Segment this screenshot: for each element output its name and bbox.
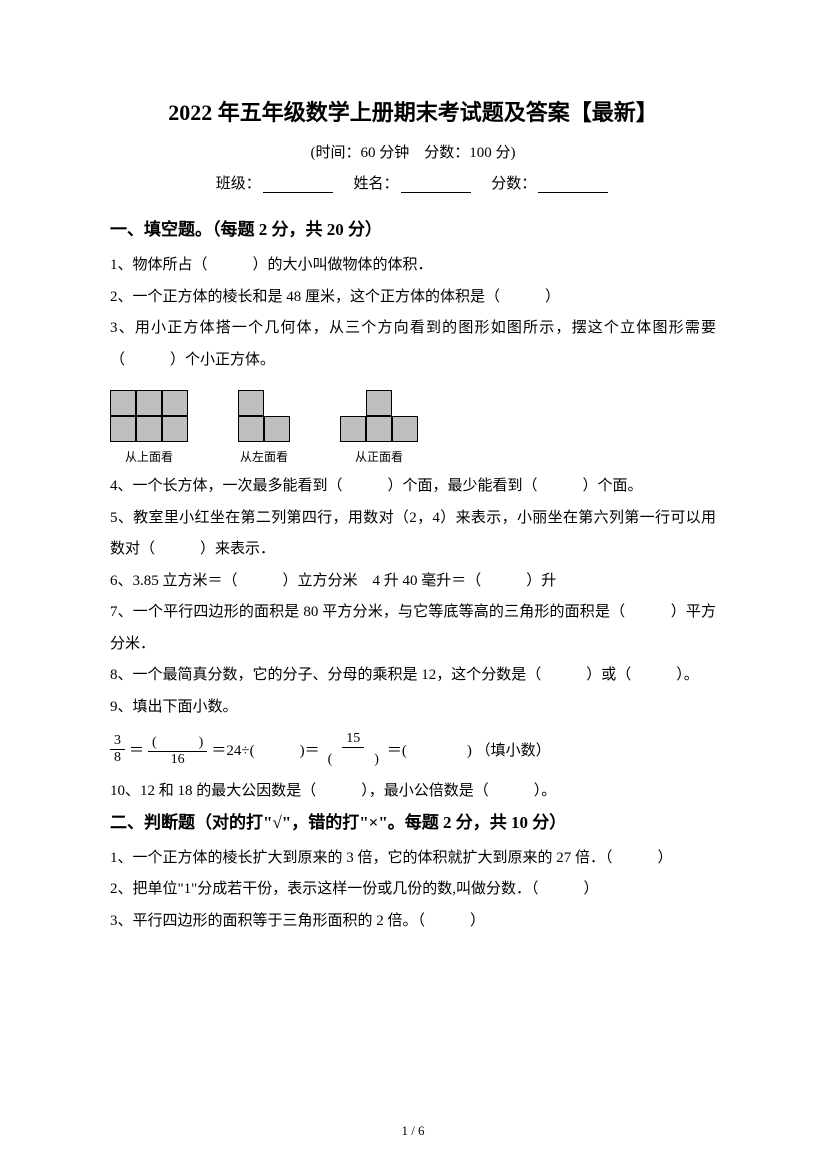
- section1-title: 一、填空题。（每题 2 分，共 20 分）: [110, 215, 716, 240]
- name-label: 姓名：: [353, 176, 398, 192]
- q2-2: 2、把单位"1"分成若干份，表示这样一份或几份的数,叫做分数．（ ）: [110, 874, 716, 906]
- q1-6: 6、3.85 立方米＝（ ）立方分米 4 升 40 毫升＝（ ）升: [110, 566, 716, 598]
- q1-9: 9、填出下面小数。: [110, 692, 716, 724]
- q1-8: 8、一个最简真分数，它的分子、分母的乘积是 12，这个分数是（ ）或（ ）。: [110, 660, 716, 692]
- fig-top-label: 从上面看: [125, 448, 173, 465]
- figure-left-view: 从左面看: [238, 390, 290, 465]
- frac-3-8: 3 8: [110, 733, 125, 766]
- frac3-num: 15: [342, 731, 364, 748]
- frac1-den: 8: [110, 750, 125, 766]
- name-blank[interactable]: [401, 177, 471, 193]
- frac1-num: 3: [110, 733, 125, 750]
- frac3-den: ( ): [324, 748, 383, 768]
- fig-front-label: 从正面看: [355, 448, 403, 465]
- exam-subtitle: (时间：60 分钟 分数：100 分): [110, 141, 716, 162]
- frac2-num: ( ): [148, 731, 207, 752]
- q1-5: 5、教室里小红坐在第二列第四行，用数对（2，4）来表示，小丽坐在第六列第一行可以…: [110, 503, 716, 566]
- q1-3: 3、用小正方体搭一个几何体，从三个方向看到的图形如图所示，摆这个立体图形需要（ …: [110, 313, 716, 376]
- q1-1: 1、物体所占（ ）的大小叫做物体的体积．: [110, 250, 716, 282]
- q1-10: 10、12 和 18 的最大公因数是（ ），最小公倍数是（ ）。: [110, 776, 716, 808]
- fig-top-grid: [110, 390, 188, 442]
- q1-9-formula: 3 8 ＝ ( ) 16 ＝24÷( )＝ 15 ( ) ＝( ) （填小数）: [110, 731, 716, 768]
- fig-left-label: 从左面看: [240, 448, 288, 465]
- score-blank[interactable]: [538, 177, 608, 193]
- frac-15-blank: 15 ( ): [324, 731, 383, 768]
- page-number: 1 / 6: [0, 1123, 826, 1139]
- eq3: ＝( ) （填小数）: [387, 739, 551, 760]
- eq1: ＝: [129, 739, 144, 760]
- figure-top-view: 从上面看: [110, 390, 188, 465]
- class-label: 班级：: [216, 176, 261, 192]
- q2-1: 1、一个正方体的棱长扩大到原来的 3 倍，它的体积就扩大到原来的 27 倍．（ …: [110, 843, 716, 875]
- frac-blank-16: ( ) 16: [148, 731, 207, 768]
- q1-4: 4、一个长方体，一次最多能看到（ ）个面，最少能看到（ ）个面。: [110, 471, 716, 503]
- frac2-den: 16: [167, 752, 189, 768]
- figure-front-view: 从正面看: [340, 390, 418, 465]
- eq2: ＝24÷( )＝: [211, 739, 319, 760]
- info-line: 班级： 姓名： 分数：: [110, 172, 716, 193]
- q1-2: 2、一个正方体的棱长和是 48 厘米，这个正方体的体积是（ ）: [110, 282, 716, 314]
- section2-title: 二、判断题（对的打"√"，错的打"×"。每题 2 分，共 10 分）: [110, 808, 716, 833]
- fig-front-grid: [340, 390, 418, 442]
- exam-title: 2022 年五年级数学上册期末考试题及答案【最新】: [110, 95, 716, 127]
- q2-3: 3、平行四边形的面积等于三角形面积的 2 倍。（ ）: [110, 906, 716, 938]
- score-label: 分数：: [491, 176, 536, 192]
- fig-left-grid: [238, 390, 290, 442]
- q1-7: 7、一个平行四边形的面积是 80 平方分米，与它等底等高的三角形的面积是（ ）平…: [110, 597, 716, 660]
- class-blank[interactable]: [263, 177, 333, 193]
- figures-row: 从上面看 从左面看 从正面看: [110, 390, 716, 465]
